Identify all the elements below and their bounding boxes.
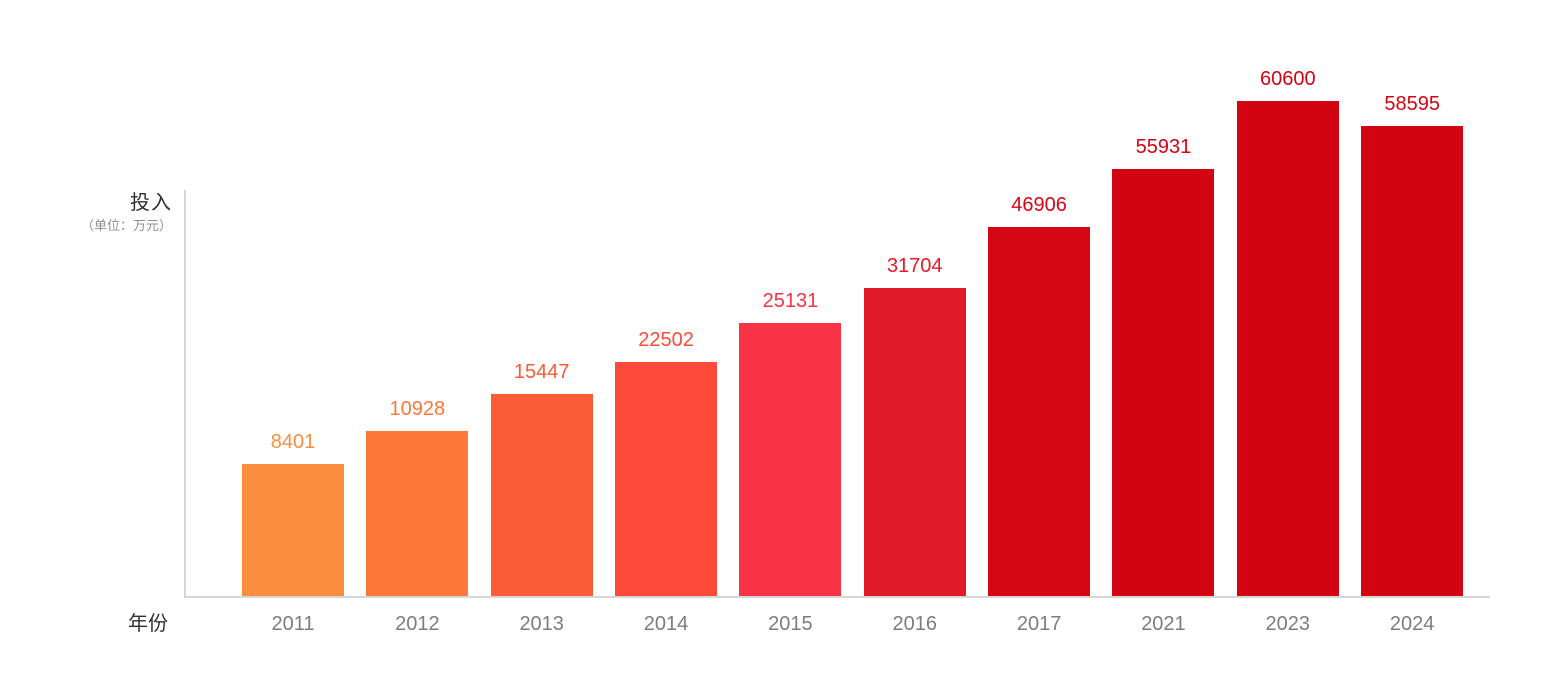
bar-2021 [1112,169,1215,596]
bar-value-label-2012: 10928 [389,398,446,420]
x-tick-label-2015: 2015 [768,613,813,635]
x-tick-label-2024: 2024 [1389,613,1435,635]
x-tick-label-2012: 2012 [395,613,440,635]
y-axis-line [184,190,186,597]
bar-2017 [988,227,1091,596]
x-tick-label-2023: 2023 [1265,613,1311,635]
bar-2016 [863,288,966,596]
y-axis-title: 投入 （单位：万元） [0,191,172,235]
x-axis-title: 年份 [128,613,168,635]
bar-2013 [490,394,593,596]
x-tick-label-2013: 2013 [519,613,564,635]
x-tick-label-2021: 2021 [1141,613,1186,635]
y-axis-title-text: 投入 [130,192,172,214]
x-tick-label-2017: 2017 [1016,613,1062,635]
y-axis-unit-text: （单位：万元） [80,218,172,233]
bar-2023 [1236,101,1339,596]
bar-value-label-2021: 55931 [1135,136,1192,158]
bar-value-label-2023: 60600 [1259,68,1316,90]
bar-value-label-2017: 46906 [1011,194,1067,216]
x-tick-label-2016: 2016 [892,613,938,635]
bar-value-label-2011: 8401 [270,431,316,453]
x-tick-label-2011: 2011 [271,613,315,635]
bar-value-label-2014: 22502 [638,329,694,351]
bar-2024 [1361,126,1464,596]
bar-2015 [739,323,842,596]
bar-value-label-2015: 25131 [762,290,819,312]
bar-2012 [366,431,469,596]
bar-2014 [615,362,718,596]
bar-value-label-2024: 58595 [1384,93,1440,115]
x-tick-label-2014: 2014 [643,613,689,635]
bar-value-label-2013: 15447 [513,361,570,383]
bar-2011 [242,464,344,596]
x-axis-line [184,596,1490,598]
bar-value-label-2016: 31704 [886,255,943,277]
